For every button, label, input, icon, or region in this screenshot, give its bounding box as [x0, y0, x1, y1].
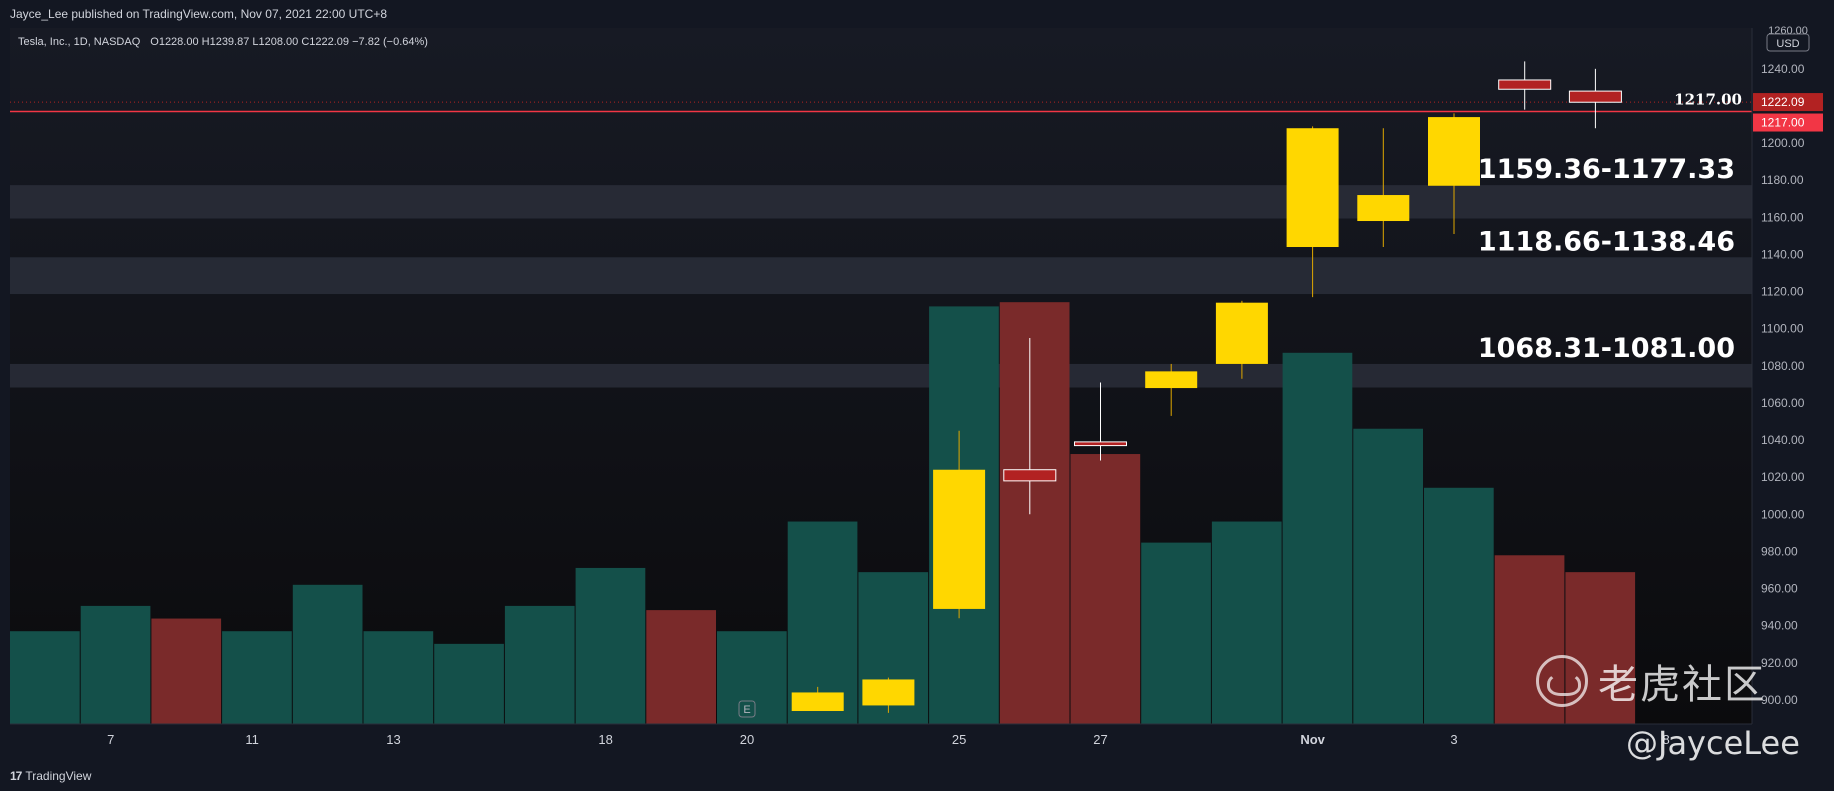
candle-body[interactable] [862, 679, 915, 706]
price-tick-label: 1240.00 [1761, 62, 1805, 76]
price-tick-label: 940.00 [1761, 619, 1798, 633]
candle-body[interactable] [1286, 128, 1339, 248]
candle-body[interactable] [1003, 469, 1057, 482]
zones-layer [10, 185, 1752, 388]
volume-bar [151, 618, 222, 724]
tiger-logo-icon [1536, 655, 1588, 707]
bottom-bar: 17 TradingView [0, 760, 1834, 791]
last-price-badge [1753, 93, 1823, 112]
zone-band-2 [10, 257, 1752, 295]
volume-bar [434, 643, 504, 724]
price-tick-label: 1000.00 [1761, 507, 1805, 521]
volume-bar [80, 605, 151, 724]
price-tick-label: 1140.00 [1761, 247, 1804, 261]
time-tick-label: 20 [740, 732, 754, 747]
time-tick-label: 11 [245, 732, 259, 747]
price-tick-label: 1020.00 [1761, 470, 1805, 484]
line-price-label: 1217.00 [1761, 116, 1805, 130]
candle-body[interactable] [1145, 371, 1198, 389]
volume-layer: E [10, 302, 1636, 724]
price-tick-label: 920.00 [1761, 656, 1798, 670]
earnings-badge-icon[interactable] [738, 700, 756, 718]
earnings-badge-label: E [743, 704, 750, 716]
candle-body[interactable] [1428, 117, 1480, 186]
candles-layer [791, 61, 1622, 713]
price-tick-label: 980.00 [1761, 544, 1798, 558]
tradingview-brand[interactable]: 17 TradingView [10, 769, 91, 783]
time-axis-background [10, 724, 1752, 754]
candle-body[interactable] [933, 469, 986, 609]
volume-bar [646, 610, 716, 724]
price-axis[interactable]: 1260.00USD1240.001220.001200.001180.0011… [1753, 25, 1823, 707]
volume-bar [575, 567, 646, 724]
candle-body[interactable] [1568, 90, 1622, 103]
symbol-legend[interactable]: Tesla, Inc., 1D, NASDAQ O1228.00 H1239.87… [18, 36, 428, 48]
price-tick-label: 960.00 [1761, 582, 1798, 596]
line-price-badge [1753, 113, 1823, 132]
zone-label: 1118.66-1138.46 [1478, 226, 1735, 257]
volume-bar [1070, 454, 1141, 724]
symbol-name: Tesla, Inc., 1D, NASDAQ [18, 36, 141, 48]
volume-bar [1141, 542, 1211, 724]
volume-bar [1424, 487, 1494, 724]
volume-bar [292, 584, 363, 724]
ohlc-values: O1228.00 H1239.87 L1208.00 C1222.09 −7.8… [150, 36, 428, 48]
candle-body[interactable] [791, 692, 844, 712]
candle-body[interactable] [1357, 195, 1410, 222]
time-tick-label: 13 [386, 732, 400, 747]
zone-labels-layer: 1159.36-1177.33 1118.66-1138.46 1068.31-10… [1478, 154, 1735, 364]
zone-band-1 [10, 185, 1752, 219]
currency-label: USD [1776, 38, 1799, 50]
price-tick-label: 1100.00 [1761, 322, 1804, 336]
time-tick-label: 27 [1093, 732, 1107, 747]
horizontal-line-layer: 1217.00 [10, 91, 1752, 113]
volume-bar [504, 605, 575, 724]
horizontal-line-label: 1217.00 [1674, 91, 1742, 109]
price-tick-label: 1200.00 [1761, 136, 1805, 150]
candle-body[interactable] [1498, 79, 1552, 90]
price-tick-label: 1160.00 [1761, 210, 1804, 224]
watermark-handle: @JayceLee [1626, 724, 1800, 762]
time-axis[interactable]: 7 11 13 18 20 25 27 Nov 3 8 [107, 732, 1670, 747]
volume-bar [1353, 428, 1423, 724]
last-price-label: 1222.09 [1761, 95, 1805, 109]
candle-body[interactable] [1215, 302, 1268, 364]
price-tick-label: 1080.00 [1761, 359, 1805, 373]
tiger-community-watermark: 老虎社区 [1536, 652, 1766, 710]
price-tick-label: 1060.00 [1761, 396, 1805, 410]
volume-bar [717, 631, 787, 724]
volume-bar [1211, 521, 1282, 724]
top-bar: Jayce_Lee published on TradingView.com, … [0, 0, 1834, 28]
time-tick-label: Nov [1300, 732, 1325, 747]
zone-label: 1068.31-1081.00 [1478, 333, 1735, 364]
time-tick-label: 25 [952, 732, 966, 747]
price-chart[interactable]: E 1217.00 1159.36-1177.33 1118.66-1138.46… [0, 0, 1834, 760]
time-tick-label: 8 [1662, 732, 1669, 747]
volume-bar [10, 631, 80, 724]
zone-band-3 [10, 363, 1752, 388]
published-info: Jayce_Lee published on TradingView.com, … [10, 7, 388, 21]
time-tick-label: 18 [598, 732, 612, 747]
price-axis-background [1752, 28, 1834, 724]
brand-label: TradingView [25, 769, 92, 783]
volume-bar [222, 631, 292, 724]
price-tick-label: 900.00 [1761, 693, 1798, 707]
volume-bar [363, 631, 434, 724]
volume-bar [787, 521, 858, 724]
volume-bar [999, 302, 1070, 724]
currency-button[interactable] [1766, 33, 1810, 52]
tradingview-logo-icon: 17 [10, 769, 22, 783]
volume-bar [1282, 352, 1353, 724]
candle-body[interactable] [1074, 441, 1127, 447]
time-tick-label: 3 [1450, 732, 1457, 747]
price-tick-label: 1040.00 [1761, 433, 1805, 447]
zone-label: 1159.36-1177.33 [1478, 154, 1735, 185]
price-tick-label: 1180.00 [1761, 173, 1804, 187]
price-tick-label: 1120.00 [1761, 285, 1804, 299]
time-tick-label: 7 [107, 732, 114, 747]
watermark-cn-text: 老虎社区 [1598, 662, 1766, 708]
